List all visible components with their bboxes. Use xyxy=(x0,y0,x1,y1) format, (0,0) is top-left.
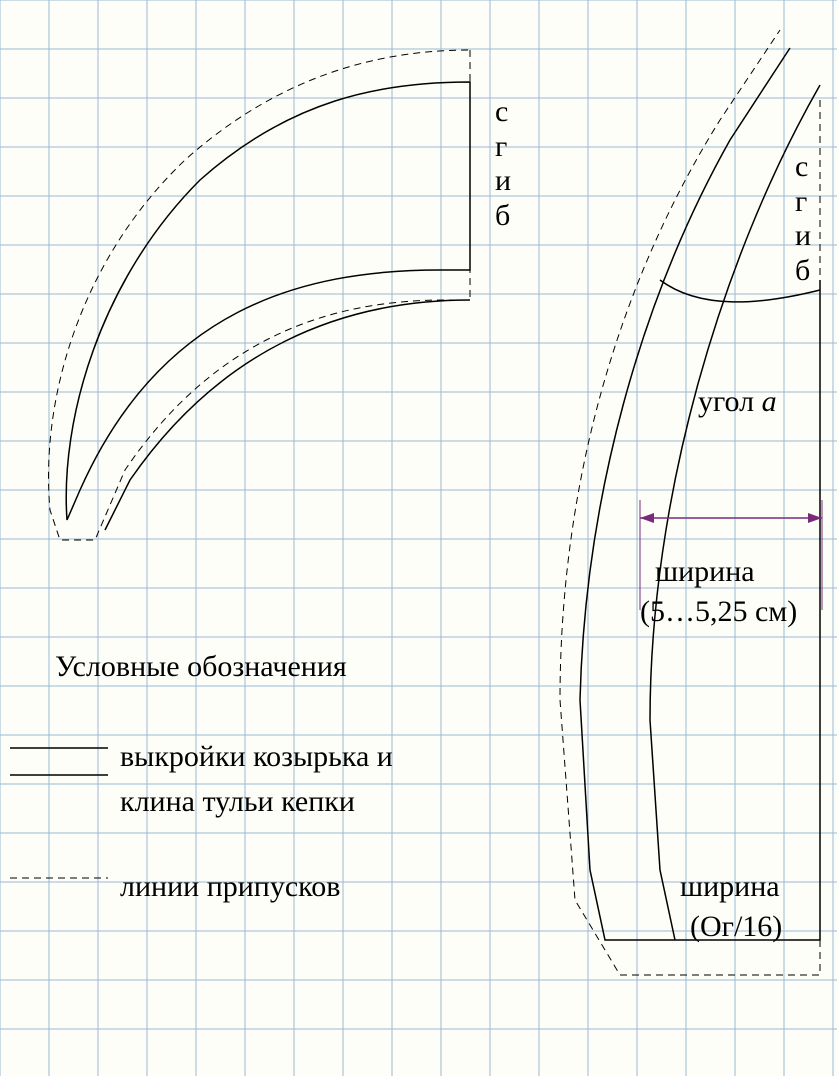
legend-dash-line: линии припусков xyxy=(120,870,340,905)
width-bottom-line2: (Ог/16) xyxy=(690,910,782,945)
width-bottom-line1: ширина xyxy=(680,870,780,905)
legend-solid-line1: выкройки козырька и xyxy=(120,740,393,775)
angle-var: a xyxy=(762,385,777,418)
width-top-line2: (5…5,25 см) xyxy=(640,595,797,630)
legend-title: Условные обозначения xyxy=(55,650,347,685)
fold-label-right: с г и б xyxy=(795,150,811,288)
angle-word: угол xyxy=(698,385,762,418)
fold-label-left: с г и б xyxy=(495,95,511,233)
angle-label: угол a xyxy=(668,350,777,454)
width-top-line1: ширина xyxy=(655,555,755,590)
legend-solid-line2: клина тульи кепки xyxy=(120,785,355,820)
pattern-diagram: с г и б с г и б угол a ширина (5…5,25 см… xyxy=(0,0,837,1076)
